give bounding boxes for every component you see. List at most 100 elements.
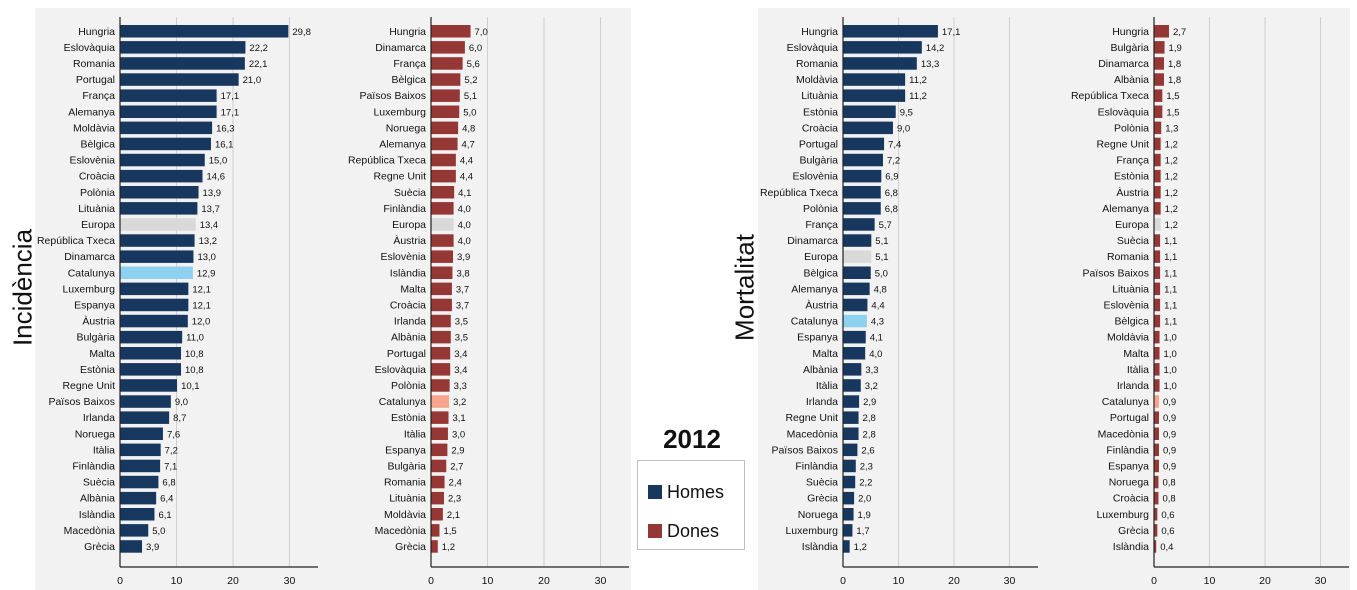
bar-croacia xyxy=(843,121,893,135)
category-label-regne-unit: Regne Unit xyxy=(62,380,115,392)
bar-moldavia xyxy=(120,121,213,135)
category-label-regne-unit: Regne Unit xyxy=(785,412,838,424)
value-label-espanya: 4,1 xyxy=(870,333,883,344)
bar-polonia xyxy=(431,379,450,392)
bar-estonia xyxy=(843,105,896,118)
bar-austria xyxy=(843,298,868,312)
value-label-franca: 5,6 xyxy=(467,59,480,70)
value-label-catalunya: 12,9 xyxy=(197,268,216,279)
bar-noruega xyxy=(1154,475,1159,489)
bar-irlanda xyxy=(431,314,451,328)
category-label-belgica: Bèlgica xyxy=(81,138,116,150)
value-label-romania: 22,1 xyxy=(249,59,267,70)
bar-estonia xyxy=(120,363,182,376)
bar-republica-txeca xyxy=(1154,89,1163,102)
bar-italia xyxy=(120,443,161,457)
bar-luxemburg xyxy=(843,524,853,537)
category-label-estonia: Estònia xyxy=(803,106,838,118)
bar-macedonia xyxy=(843,427,859,440)
category-label-moldavia: Moldàvia xyxy=(73,122,115,134)
value-label-dinamarca: 5,1 xyxy=(875,236,888,247)
value-label-espanya: 12,1 xyxy=(192,300,211,311)
bar-polonia xyxy=(843,202,881,215)
tick-label-10: 10 xyxy=(1204,575,1216,587)
bar-suecia xyxy=(1154,234,1161,247)
category-label-austria: Àustria xyxy=(82,315,115,328)
bar-grecia xyxy=(431,540,438,553)
bar-lituania xyxy=(843,89,906,102)
category-label-dinamarca: Dinamarca xyxy=(64,251,115,263)
category-label-irlanda: Irlanda xyxy=(806,396,838,408)
category-label-moldavia: Moldàvia xyxy=(384,509,426,521)
value-label-bulgaria: 2,7 xyxy=(450,461,463,472)
bar-finlandia xyxy=(431,202,454,215)
bar-albania xyxy=(843,363,862,376)
value-label-italia: 7,2 xyxy=(165,445,178,456)
category-label-albania: Albània xyxy=(391,332,426,344)
bar-italia xyxy=(1154,363,1160,376)
value-label-dinamarca: 13,0 xyxy=(197,252,216,263)
category-label-portugal: Portugal xyxy=(799,138,838,150)
category-label-lituania: Lituània xyxy=(78,203,115,215)
value-label-portugal: 7,4 xyxy=(888,139,901,150)
bar-luxemburg xyxy=(431,105,460,118)
category-label-suecia: Suècia xyxy=(1117,235,1149,247)
value-label-finlandia: 7,1 xyxy=(164,461,177,472)
value-label-portugal: 0,9 xyxy=(1163,413,1176,424)
value-label-macedonia: 0,9 xyxy=(1163,429,1176,440)
bar-finlandia xyxy=(1154,443,1159,457)
category-label-hungria: Hungria xyxy=(801,26,838,38)
category-label-romania: Romania xyxy=(796,58,838,70)
bar-grecia xyxy=(120,540,143,553)
category-label-romania: Romania xyxy=(1107,251,1149,263)
value-label-belgica: 5,2 xyxy=(464,75,477,86)
category-label-moldavia: Moldàvia xyxy=(796,74,838,86)
value-label-eslovaquia: 3,4 xyxy=(454,365,467,376)
category-label-austria: Àustria xyxy=(393,234,426,247)
category-label-franca: França xyxy=(82,90,115,102)
value-label-macedonia: 2,8 xyxy=(863,429,876,440)
value-label-suecia: 2,2 xyxy=(859,478,872,489)
value-label-republica-txeca: 6,8 xyxy=(885,188,898,199)
value-label-finlandia: 0,9 xyxy=(1163,445,1176,456)
category-label-lituania: Lituània xyxy=(389,493,426,505)
bar-noruega xyxy=(843,508,854,521)
value-label-luxemburg: 12,1 xyxy=(192,284,211,295)
bar-eslovenia xyxy=(1154,298,1161,312)
bar-belgica xyxy=(120,137,211,151)
category-label-estonia: Estònia xyxy=(391,412,426,424)
value-label-estonia: 3,1 xyxy=(453,413,466,424)
category-label-estonia: Estònia xyxy=(80,364,115,376)
category-label-republica-txeca: República Txeca xyxy=(1071,90,1149,102)
value-label-europa: 5,1 xyxy=(875,252,888,263)
category-label-paisos-baixos: Països Baixos xyxy=(1082,267,1149,279)
category-label-finlandia: Finlàndia xyxy=(383,203,426,215)
category-label-regne-unit: Regne Unit xyxy=(1096,138,1149,150)
bar-espanya xyxy=(431,443,448,457)
category-label-moldavia: Moldàvia xyxy=(1107,332,1149,344)
bar-eslovaquia xyxy=(1154,105,1163,118)
bar-franca xyxy=(843,218,875,231)
category-label-grecia: Grècia xyxy=(807,493,838,505)
category-label-dinamarca: Dinamarca xyxy=(1098,58,1149,70)
category-label-estonia: Estònia xyxy=(1114,171,1149,183)
category-label-malta: Malta xyxy=(812,348,838,360)
value-label-europa: 13,4 xyxy=(200,220,219,231)
category-label-noruega: Noruega xyxy=(798,509,838,521)
value-label-albania: 3,3 xyxy=(865,365,878,376)
bar-malta xyxy=(843,347,866,360)
bar-islandia xyxy=(843,540,850,553)
bar-romania xyxy=(120,57,245,70)
value-label-austria: 1,2 xyxy=(1165,188,1178,199)
bar-irlanda xyxy=(1154,379,1160,392)
value-label-hungria: 2,7 xyxy=(1173,27,1186,38)
bar-luxemburg xyxy=(120,282,189,296)
category-label-belgica: Bèlgica xyxy=(392,74,427,86)
tick-label-0: 0 xyxy=(840,575,846,587)
category-label-republica-txeca: República Txeca xyxy=(37,235,115,247)
legend-swatch-dones xyxy=(648,524,662,538)
bar-alemanya xyxy=(1154,202,1161,215)
bar-austria xyxy=(1154,186,1161,199)
category-label-paisos-baixos: Països Baixos xyxy=(48,396,115,408)
category-label-luxemburg: Luxemburg xyxy=(62,283,115,295)
